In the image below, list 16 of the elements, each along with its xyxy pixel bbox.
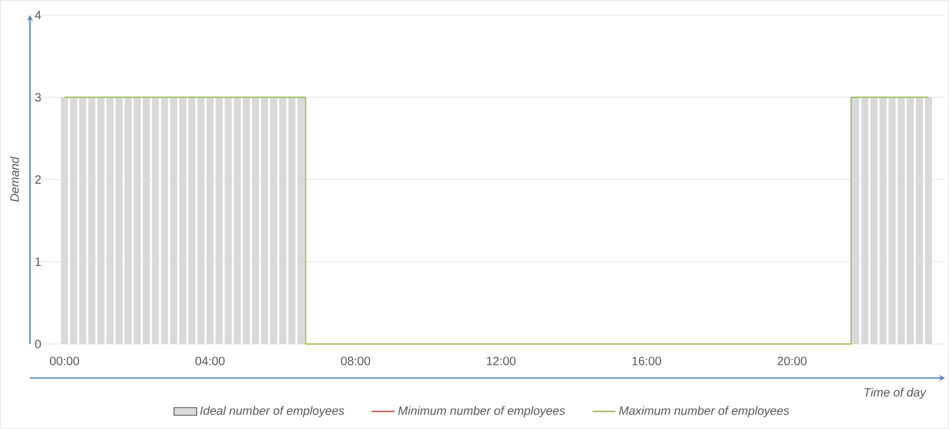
y-tick-label: 0 [35, 340, 41, 348]
x-tick-label: 04:00 [195, 356, 225, 366]
y-tick-label: 4 [34, 10, 41, 20]
x-tick-label: 08:00 [340, 356, 370, 366]
legend-label: Ideal number of employees [200, 406, 344, 418]
y-tick-label: 3 [35, 93, 41, 102]
x-tick-label: 12:00 [486, 356, 516, 366]
legend-label: Maximum number of employees [619, 406, 790, 418]
x-tick-label: 00:00 [50, 356, 80, 366]
x-tick-label: 20:00 [778, 356, 807, 366]
y-axis-title: Demand [10, 156, 19, 202]
y-tick-label: 2 [35, 175, 41, 184]
x-axis-title: Time of day [864, 388, 927, 399]
legend-label: Minimum number of employees [398, 406, 565, 418]
y-tick-label: 1 [36, 258, 41, 266]
x-tick-label: 16:00 [632, 356, 662, 366]
